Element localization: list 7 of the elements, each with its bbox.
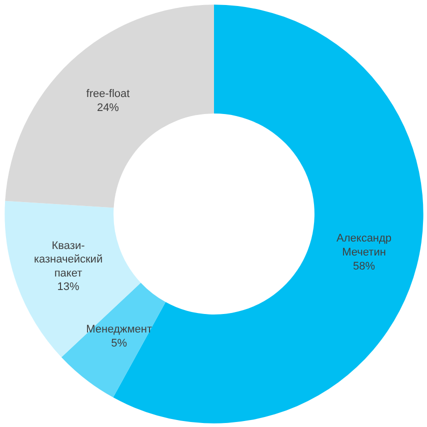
slice-label: Александр Мечетин [336, 232, 392, 259]
slice-label: Квази- казначейский пакет [34, 240, 103, 280]
slice-label: free-float [86, 88, 130, 100]
data-label: 5% [111, 337, 128, 350]
data-label: 13% [57, 281, 80, 294]
data-label: 24% [96, 102, 120, 114]
data-label: 58% [353, 260, 376, 272]
